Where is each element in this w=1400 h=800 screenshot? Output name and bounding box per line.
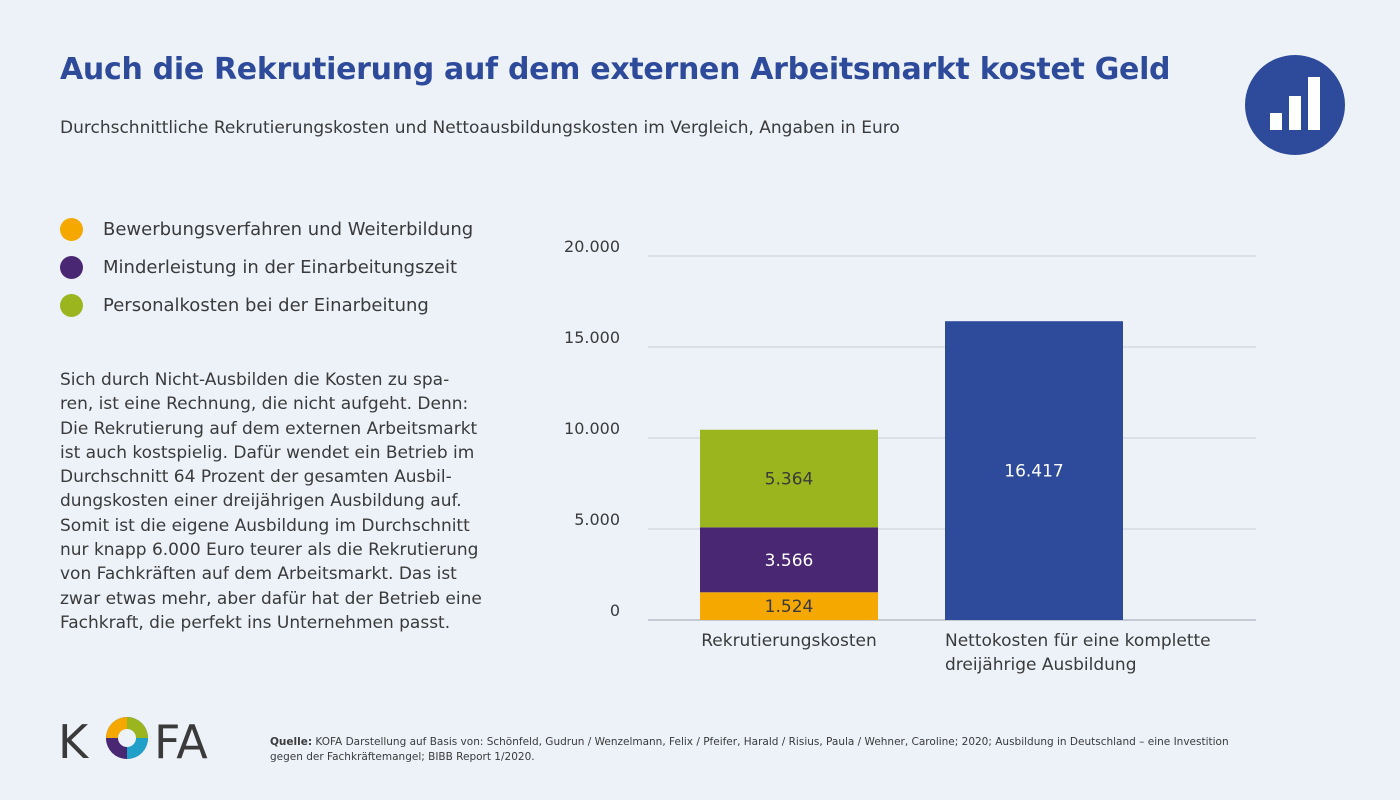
svg-text:K: K bbox=[58, 715, 90, 764]
data-label: 5.364 bbox=[765, 470, 814, 490]
page-title: Auch die Rekrutierung auf dem externen A… bbox=[60, 52, 1171, 87]
body-line: zwar etwas mehr, aber dafür hat der Betr… bbox=[60, 588, 482, 609]
body-line: Sich durch Nicht-Ausbilden die Kosten zu… bbox=[60, 370, 450, 390]
bar-segment bbox=[700, 592, 878, 620]
y-tick-label: 0 bbox=[610, 601, 620, 620]
source-label: Quelle: bbox=[270, 736, 313, 748]
x-tick-label: Nettokosten für eine komplette bbox=[945, 631, 1211, 651]
legend-swatch bbox=[60, 217, 83, 241]
bar-segment bbox=[700, 429, 878, 528]
body-text: Sich durch Nicht-Ausbilden die Kosten zu… bbox=[60, 368, 482, 635]
body-line: nur knapp 6.000 Euro teurer als die Rekr… bbox=[60, 540, 479, 561]
legend-swatch bbox=[60, 255, 83, 279]
source-text: KOFA Darstellung auf Basis von: Schönfel… bbox=[270, 736, 1229, 763]
bar-chart-icon bbox=[1245, 55, 1345, 155]
kofa-logo: K FA bbox=[58, 712, 218, 769]
body-line: Fachkraft, die perfekt ins Unternehmen p… bbox=[60, 612, 451, 633]
legend-label: Bewerbungsverfahren und Weiterbildung bbox=[103, 218, 474, 240]
stacked-bar-chart: 0 5.000 10.000 15.000 20.000 1.524 3.566 5.364 R… bbox=[564, 237, 1256, 675]
page-subtitle: Durchschnittliche Rekrutierungskosten un… bbox=[60, 118, 900, 138]
legend-item: Personalkosten bei der Einarbeitung bbox=[60, 286, 473, 324]
body-line: dungskosten einer dreijährigen Ausbildun… bbox=[60, 491, 462, 512]
body-line: ist auch kostspielig. Dafür wendet ein B… bbox=[60, 442, 475, 463]
legend-item: Bewerbungsverfahren und Weiterbildung bbox=[60, 210, 473, 248]
legend-swatch bbox=[60, 293, 83, 317]
y-tick-label: 15.000 bbox=[564, 328, 620, 347]
legend-label: Minderleistung in der Einarbeitungszeit bbox=[103, 256, 458, 278]
body-line: ren, ist eine Rechnung, die nicht aufgeh… bbox=[60, 394, 469, 415]
y-tick-label: 5.000 bbox=[574, 510, 620, 529]
body-line: von Fachkräften auf dem Arbeitsmarkt. Da… bbox=[60, 564, 457, 585]
body-line: Somit ist die eigene Ausbildung im Durch… bbox=[60, 515, 470, 536]
legend-label: Personalkosten bei der Einarbeitung bbox=[103, 294, 429, 316]
svg-text:FA: FA bbox=[154, 715, 208, 764]
body-line: Durchschnitt 64 Prozent der gesamten Aus… bbox=[60, 467, 452, 488]
legend-item: Minderleistung in der Einarbeitungszeit bbox=[60, 248, 473, 286]
chart-legend: Bewerbungsverfahren und Weiterbildung Mi… bbox=[60, 210, 473, 324]
data-label: 1.524 bbox=[765, 597, 814, 617]
data-label: 16.417 bbox=[1004, 462, 1063, 482]
y-tick-label: 20.000 bbox=[564, 237, 620, 256]
x-tick-label: Rekrutierungskosten bbox=[701, 631, 877, 651]
bar-segment bbox=[945, 321, 1123, 620]
data-label: 3.566 bbox=[765, 551, 814, 571]
source-note: Quelle: KOFA Darstellung auf Basis von: … bbox=[270, 735, 1230, 765]
bar-segment bbox=[700, 527, 878, 593]
body-line: Die Rekrutierung auf dem externen Arbeit… bbox=[60, 418, 478, 439]
y-tick-label: 10.000 bbox=[564, 419, 620, 438]
x-tick-label: dreijährige Ausbildung bbox=[945, 655, 1137, 675]
